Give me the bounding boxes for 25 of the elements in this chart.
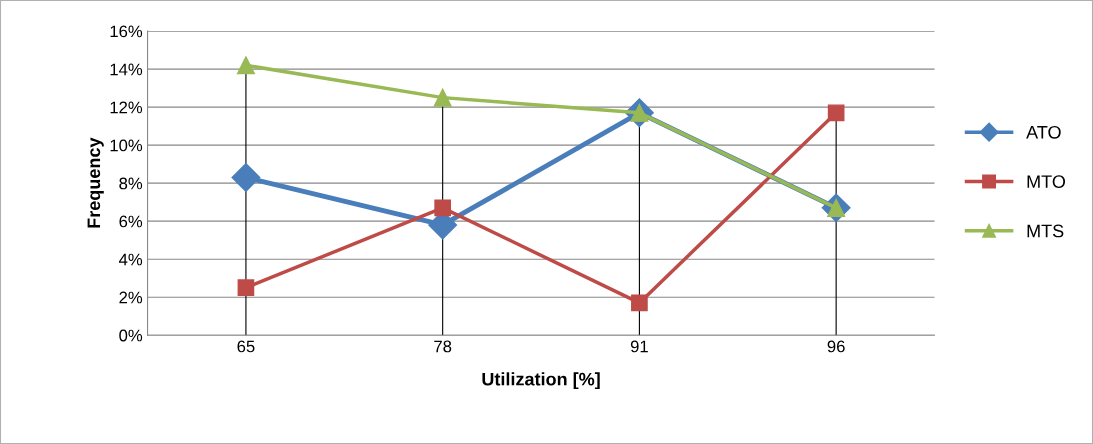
point [231,163,261,192]
point [433,88,452,107]
point [827,104,845,122]
legend-label: ATO [1026,125,1061,139]
y-tick-label: 16% [110,25,143,38]
y-tick-label: 14% [110,63,143,76]
y-tick-label: 4% [118,253,143,266]
x-axis-title: Utilization [%] [482,372,600,390]
y-axis-title: Frequency [87,137,104,228]
point [237,279,255,297]
legend-label: MTO [1027,175,1066,188]
point [631,294,648,312]
point [434,199,451,217]
point [236,56,255,75]
y-tick-label: 0% [119,329,143,342]
x-tick-label: 96 [827,340,845,353]
x-tick-label: 91 [630,340,648,353]
legend-label: MTS [1027,224,1064,238]
y-tick-label: 8% [119,177,143,190]
y-tick-label: 10% [110,139,143,152]
y-tick-label: 6% [119,215,143,228]
x-tick-label: 78 [434,340,452,353]
y-tick-label: 12% [110,101,143,114]
y-tick-label: 2% [119,291,143,304]
x-tick-label: 65 [237,340,255,353]
